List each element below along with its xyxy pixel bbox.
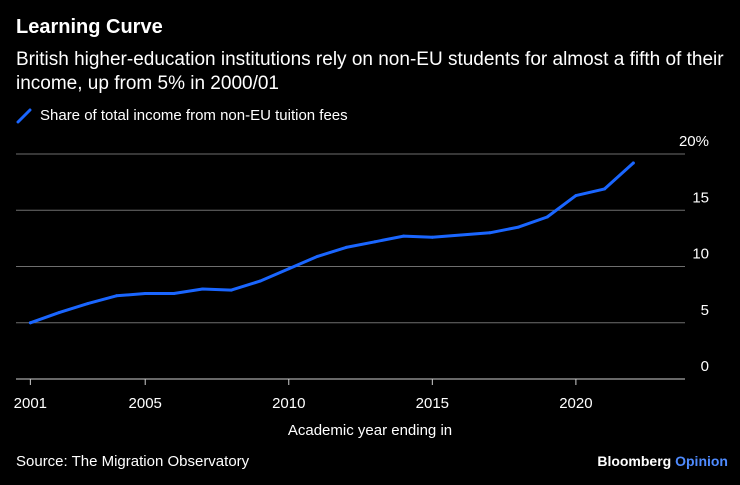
data-point <box>459 233 463 237</box>
data-point <box>402 234 406 238</box>
data-point <box>86 302 90 306</box>
y-tick-label: 10 <box>692 246 709 263</box>
legend-label: Share of total income from non-EU tuitio… <box>40 107 348 124</box>
x-axis-label: Academic year ending in <box>287 422 453 439</box>
data-point <box>229 288 233 292</box>
data-point <box>373 240 377 244</box>
data-point <box>574 194 578 198</box>
data-point <box>315 254 319 258</box>
data-point <box>488 231 492 235</box>
x-tick-label: 2005 <box>129 395 162 412</box>
y-tick-label: 5 <box>701 302 709 319</box>
y-tick-label: 0 <box>701 358 709 375</box>
x-tick-label: 2001 <box>14 395 47 412</box>
series-line <box>28 161 635 325</box>
data-point <box>143 292 147 295</box>
legend-line-icon <box>16 108 32 123</box>
data-point <box>57 311 61 315</box>
legend: Share of total income from non-EU tuitio… <box>16 107 348 124</box>
y-tick-label: 20% <box>679 133 709 150</box>
brand-primary: Bloomberg <box>597 453 672 469</box>
data-point <box>344 245 348 249</box>
data-point <box>545 215 549 219</box>
chart-title: Learning Curve <box>16 16 163 38</box>
data-point <box>201 287 205 291</box>
data-point <box>631 161 635 165</box>
data-point <box>516 225 520 229</box>
data-point <box>28 321 32 325</box>
y-tick-label: 15 <box>692 189 709 206</box>
data-point <box>287 267 291 271</box>
data-point <box>603 187 607 191</box>
brand-secondary: Opinion <box>675 453 728 469</box>
brand-logo: Bloomberg Opinion <box>597 453 728 469</box>
data-point <box>114 294 118 298</box>
x-tick-label: 2015 <box>416 395 449 412</box>
source-note: Source: The Migration Observatory <box>16 453 250 470</box>
x-tick-label: 2020 <box>559 395 592 412</box>
chart-subtitle: British higher-education institutions re… <box>16 49 724 94</box>
data-point <box>172 292 176 295</box>
x-tick-label: 2010 <box>272 395 305 412</box>
data-point <box>258 279 262 283</box>
data-point <box>430 235 434 239</box>
